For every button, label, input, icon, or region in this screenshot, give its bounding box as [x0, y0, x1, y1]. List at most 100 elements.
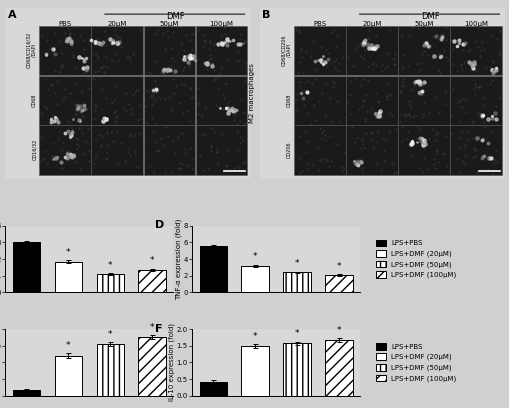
- Point: [358, 40, 366, 47]
- Point: [66, 90, 74, 96]
- Point: [67, 131, 75, 138]
- Point: [294, 170, 302, 176]
- Point: [307, 80, 315, 86]
- Point: [469, 58, 477, 65]
- Point: [229, 106, 237, 112]
- Point: [316, 124, 324, 131]
- Point: [83, 63, 91, 70]
- Point: [467, 60, 475, 66]
- Point: [180, 82, 188, 89]
- Point: [151, 58, 159, 64]
- Point: [337, 164, 345, 171]
- Point: [353, 135, 361, 141]
- Point: [205, 56, 213, 63]
- Point: [102, 155, 110, 162]
- Point: [484, 166, 492, 172]
- Point: [37, 110, 45, 116]
- Point: [324, 163, 332, 170]
- Point: [313, 144, 321, 151]
- Point: [154, 27, 162, 33]
- Point: [437, 34, 445, 40]
- Point: [469, 59, 477, 65]
- Text: A: A: [8, 10, 16, 20]
- Point: [488, 171, 496, 177]
- Bar: [241, 346, 268, 396]
- Point: [148, 115, 156, 121]
- Point: [441, 23, 449, 30]
- Point: [423, 43, 432, 49]
- Point: [485, 81, 493, 87]
- Point: [301, 128, 309, 134]
- Point: [329, 80, 337, 87]
- Point: [224, 108, 232, 114]
- Point: [456, 98, 464, 104]
- Point: [488, 113, 496, 120]
- Point: [477, 155, 485, 162]
- Text: DMF: DMF: [420, 11, 439, 20]
- Point: [91, 102, 99, 109]
- Point: [76, 33, 84, 39]
- Point: [468, 65, 476, 71]
- Point: [157, 135, 165, 142]
- Point: [404, 128, 412, 135]
- Point: [491, 116, 499, 123]
- Point: [433, 159, 441, 166]
- Point: [237, 95, 245, 102]
- Point: [420, 138, 428, 144]
- Point: [241, 67, 249, 73]
- Point: [311, 74, 319, 80]
- Point: [224, 107, 233, 113]
- Point: [423, 43, 432, 49]
- Point: [70, 152, 78, 159]
- Point: [228, 105, 236, 112]
- Point: [190, 57, 199, 64]
- Point: [41, 51, 49, 57]
- Bar: [449, 75, 501, 125]
- Point: [111, 118, 119, 125]
- Point: [356, 42, 364, 49]
- Point: [460, 153, 468, 159]
- Point: [347, 123, 355, 130]
- Point: [72, 135, 80, 141]
- Point: [151, 148, 159, 154]
- Point: [437, 32, 445, 39]
- Point: [65, 147, 73, 154]
- Point: [53, 78, 61, 84]
- Point: [63, 35, 71, 42]
- Point: [54, 135, 62, 142]
- Point: [312, 65, 320, 72]
- Point: [63, 38, 71, 44]
- Point: [72, 110, 80, 117]
- Point: [75, 143, 83, 150]
- Point: [371, 46, 379, 53]
- Bar: [13, 390, 40, 396]
- Point: [303, 166, 312, 172]
- Point: [233, 47, 241, 54]
- Point: [391, 126, 399, 132]
- Point: [43, 160, 51, 166]
- Point: [395, 111, 404, 118]
- Point: [240, 159, 248, 166]
- Point: [229, 108, 237, 115]
- Point: [483, 140, 491, 146]
- Point: [81, 106, 89, 112]
- Point: [103, 130, 111, 137]
- Point: [61, 93, 69, 100]
- Point: [141, 156, 149, 162]
- Point: [206, 40, 214, 47]
- Point: [126, 133, 134, 140]
- Point: [206, 51, 214, 58]
- Point: [298, 54, 306, 60]
- Point: [223, 146, 231, 153]
- Point: [51, 30, 59, 36]
- Text: B: B: [262, 10, 270, 20]
- Point: [412, 138, 420, 145]
- Legend: LPS+PBS, LPS+DMF (20μM), LPS+DMF (50μM), LPS+DMF (100μM): LPS+PBS, LPS+DMF (20μM), LPS+DMF (50μM),…: [375, 240, 456, 278]
- Point: [136, 130, 144, 136]
- Point: [188, 55, 196, 62]
- Point: [69, 116, 77, 122]
- Point: [376, 113, 384, 119]
- Point: [314, 56, 322, 63]
- Point: [430, 93, 438, 100]
- Point: [72, 141, 80, 148]
